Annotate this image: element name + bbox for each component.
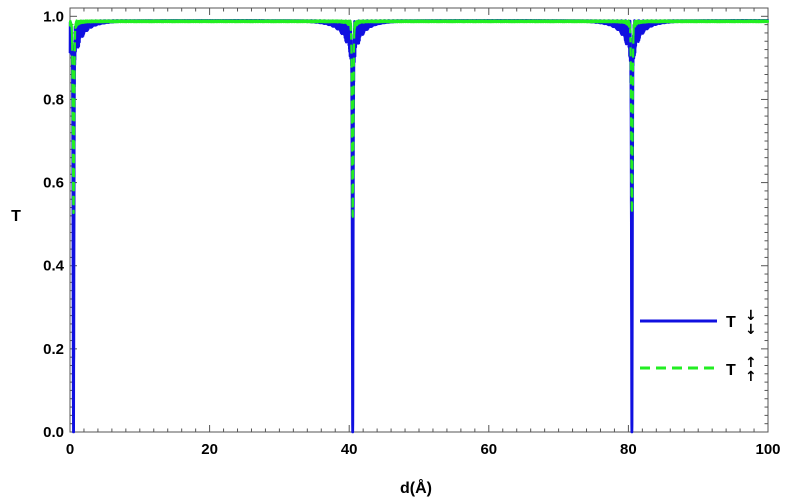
y-tick-label: 0.8	[43, 91, 64, 108]
series-line-spin-down	[68, 19, 770, 434]
x-tick-label: 60	[480, 441, 497, 458]
x-axis-title: d(Å)	[400, 478, 432, 497]
y-tick-label: 0.4	[43, 258, 65, 275]
series-layer	[68, 19, 770, 434]
y-tick-label: 1.0	[43, 8, 64, 25]
legend-label-spin-up: T	[726, 362, 736, 379]
legend-arrow-spin-down-bottom: ↓	[745, 322, 757, 338]
y-axis-title: T	[11, 208, 21, 225]
legend: T ↓ ↓ T ↑ ↑	[640, 308, 757, 385]
legend-arrow-spin-up-top: ↑	[745, 355, 757, 371]
x-tick-label: 100	[755, 441, 780, 458]
legend-arrow-spin-up-bottom: ↑	[745, 369, 757, 385]
x-tick-label: 80	[620, 441, 637, 458]
y-tick-label: 0.0	[43, 424, 64, 441]
tick-labels: 0 20 40 60 80 100 0.0 0.2 0.4 0.6 0.8 1.0	[43, 8, 780, 458]
x-tick-label: 0	[66, 441, 74, 458]
x-tick-label: 40	[341, 441, 358, 458]
legend-arrow-spin-down-top: ↓	[745, 308, 757, 324]
x-tick-label: 20	[201, 441, 218, 458]
y-tick-label: 0.2	[43, 341, 64, 358]
series-line-spin-up	[68, 19, 770, 218]
legend-label-spin-down: T	[726, 314, 736, 331]
y-tick-label: 0.6	[43, 175, 64, 192]
